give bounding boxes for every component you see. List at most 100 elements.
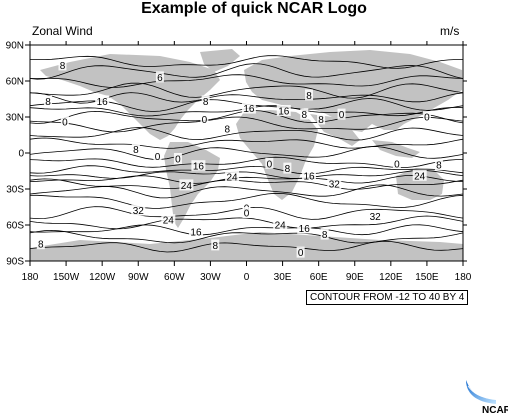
x-tick-label: 120W bbox=[89, 272, 116, 283]
contour-line bbox=[30, 137, 463, 149]
contour-label-bg bbox=[273, 219, 288, 230]
contour-label: 8 bbox=[285, 164, 291, 175]
contour-label-bg bbox=[173, 153, 182, 164]
contour-label-bg bbox=[225, 171, 240, 182]
contour-label-bg bbox=[241, 102, 256, 114]
contour-label-bg bbox=[242, 207, 251, 218]
land-greenland bbox=[200, 49, 240, 72]
contour-label: 8 bbox=[212, 241, 218, 252]
contour-label-bg bbox=[223, 123, 232, 134]
x-tick-label: 90E bbox=[346, 272, 364, 283]
contour-info-box: CONTOUR FROM -12 TO 40 BY 4 bbox=[306, 290, 469, 305]
x-axis: 180 150W 120W 90W 60W 30W 0 30E 60E 90E 120E 150E 18… bbox=[22, 41, 472, 283]
contour-line bbox=[30, 63, 463, 80]
contour-label: 24 bbox=[227, 173, 239, 184]
x-tick-label: 90W bbox=[128, 272, 149, 283]
contour-label: 0 bbox=[175, 155, 181, 166]
y-axis: 90S 60S 30S 0 30N 60N 90N bbox=[6, 41, 467, 268]
contour-label: 24 bbox=[163, 216, 175, 227]
contour-label: 0 bbox=[244, 209, 250, 220]
contour-label: 8 bbox=[224, 125, 230, 136]
contour-label: 8 bbox=[306, 91, 312, 102]
y-tick-label: 60S bbox=[6, 221, 24, 232]
x-tick-label: 180 bbox=[455, 272, 472, 283]
contour-label: 8 bbox=[45, 97, 51, 108]
y-tick-label: 90N bbox=[6, 41, 24, 52]
ncar-logo-mark bbox=[466, 380, 497, 404]
x-tick-label: 30E bbox=[274, 272, 292, 283]
contour-label-bg bbox=[300, 108, 309, 120]
contour-label: 24 bbox=[414, 171, 426, 182]
contour-label: 8 bbox=[436, 161, 442, 172]
contour-label: 32 bbox=[133, 206, 145, 217]
contour-label-bg bbox=[422, 111, 431, 122]
contour-line bbox=[30, 146, 463, 160]
contour-line bbox=[30, 55, 463, 69]
land-antarctica bbox=[30, 232, 463, 261]
x-tick-label: 150W bbox=[53, 272, 80, 283]
land-indonesia bbox=[372, 140, 420, 158]
contour-label: 8 bbox=[60, 61, 66, 72]
y-tick-label: 30N bbox=[6, 113, 24, 124]
contour-label-bg bbox=[161, 214, 176, 226]
contour-label-bg bbox=[392, 157, 401, 169]
contour-label: 8 bbox=[301, 110, 307, 121]
land-australia bbox=[396, 168, 444, 200]
contour-line bbox=[30, 184, 463, 199]
contour-line bbox=[30, 82, 463, 99]
contour-label: 16 bbox=[97, 97, 109, 108]
contour-label-bg bbox=[434, 159, 443, 170]
contour-label-bg bbox=[155, 71, 164, 83]
contour-label-bg bbox=[327, 178, 342, 190]
variable-label: Zonal Wind bbox=[32, 24, 93, 38]
contour-label: 8 bbox=[318, 115, 324, 126]
contour-label-bg bbox=[302, 169, 317, 181]
contour-label-bg bbox=[153, 150, 162, 162]
contour-label: 16 bbox=[278, 107, 290, 118]
x-tick-label: 0 bbox=[244, 272, 250, 283]
y-tick-label: 0 bbox=[18, 149, 24, 160]
contour-label-bg bbox=[296, 246, 305, 258]
contour-label: 0 bbox=[298, 248, 304, 259]
contour-label-bg bbox=[276, 105, 291, 116]
contour-line bbox=[30, 74, 463, 88]
contour-line bbox=[30, 116, 463, 133]
chart-title: Example of quick NCAR Logo bbox=[141, 0, 367, 17]
contour-label-bg bbox=[201, 95, 210, 107]
contour-label-bg bbox=[265, 157, 274, 169]
contour-label: 0 bbox=[155, 152, 161, 163]
contour-label: 0 bbox=[62, 117, 68, 128]
contour-label-bg bbox=[188, 226, 203, 238]
contour-label: 0 bbox=[424, 113, 430, 124]
contour-label-bg bbox=[305, 89, 314, 101]
y-tick-label: 30S bbox=[6, 185, 24, 196]
contour-label: 16 bbox=[243, 104, 255, 115]
contour-label: 8 bbox=[133, 145, 139, 156]
contour-label-bg bbox=[36, 238, 45, 250]
contour-line bbox=[30, 165, 463, 175]
contour-label: 0 bbox=[202, 115, 208, 126]
contour-line bbox=[30, 229, 463, 244]
contour-label-bg bbox=[368, 210, 383, 222]
x-tick-label: 150E bbox=[415, 272, 439, 283]
contour-label: 16 bbox=[303, 171, 315, 182]
contour-label-bg bbox=[412, 169, 427, 181]
contour-label-bg bbox=[131, 204, 146, 216]
contour-label-bg bbox=[297, 222, 312, 234]
contour-label: 16 bbox=[190, 228, 202, 239]
contour-label-bg bbox=[211, 239, 220, 251]
x-tick-label: 30W bbox=[200, 272, 221, 283]
contour-label: 32 bbox=[329, 180, 341, 191]
contour-label: 0 bbox=[394, 159, 400, 170]
x-tick-label: 120E bbox=[379, 272, 403, 283]
contour-label-bg bbox=[337, 108, 346, 120]
contour-label-bg bbox=[60, 115, 69, 127]
contour-line bbox=[30, 169, 463, 179]
contour-line bbox=[30, 240, 463, 253]
contour-label: 24 bbox=[275, 221, 287, 232]
contour-label: 32 bbox=[370, 212, 382, 223]
y-tick-label: 60N bbox=[6, 77, 24, 88]
